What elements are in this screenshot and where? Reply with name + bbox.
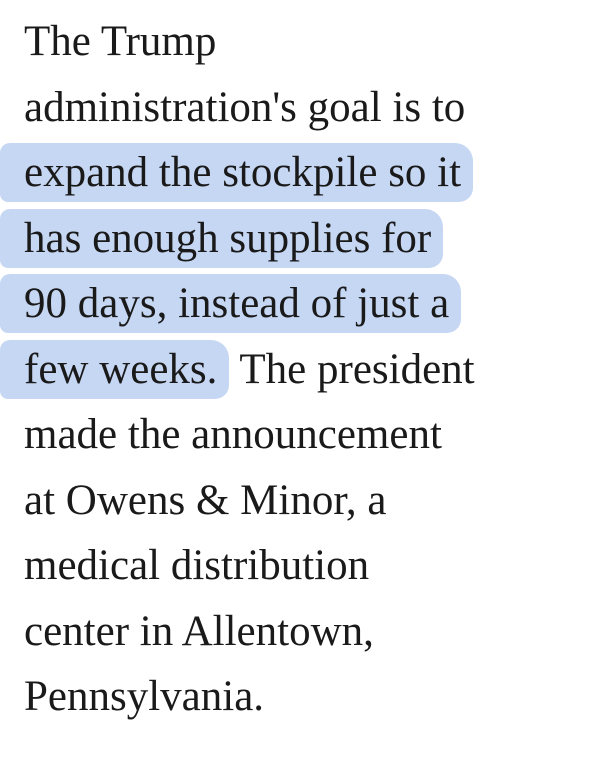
- text: made the announcement: [24, 411, 442, 458]
- text-line: center in Allentown,: [24, 606, 374, 658]
- text: medical distribution: [24, 542, 370, 589]
- highlighted-text: 90 days, instead of just a: [0, 274, 462, 333]
- text-line: administration's goal is to: [24, 82, 465, 134]
- text: at Owens & Minor, a: [24, 476, 387, 524]
- text: The president: [239, 345, 475, 393]
- text: Pennsylvania.: [24, 673, 265, 720]
- text: The Trump: [24, 18, 217, 65]
- text: administration's goal is to: [24, 83, 466, 131]
- text-line: at Owens & Minor, a: [24, 475, 387, 527]
- highlighted-text: few weeks.: [0, 339, 230, 399]
- text-line: Pennsylvania.: [24, 671, 264, 723]
- text-line: 90 days, instead of just a: [0, 274, 462, 333]
- highlighted-text: has enough supplies for: [0, 208, 444, 268]
- highlighted-text: expand the stockpile so it: [0, 143, 474, 202]
- text-line: made the announcement: [24, 409, 442, 461]
- text-line: expand the stockpile so it: [0, 143, 474, 202]
- text-line: has enough supplies for: [0, 208, 444, 268]
- text-line: medical distribution: [24, 540, 369, 592]
- text-line: The Trump: [24, 16, 216, 68]
- text: center in Allentown,: [24, 607, 374, 655]
- text-line: few weeks. The president: [0, 339, 475, 399]
